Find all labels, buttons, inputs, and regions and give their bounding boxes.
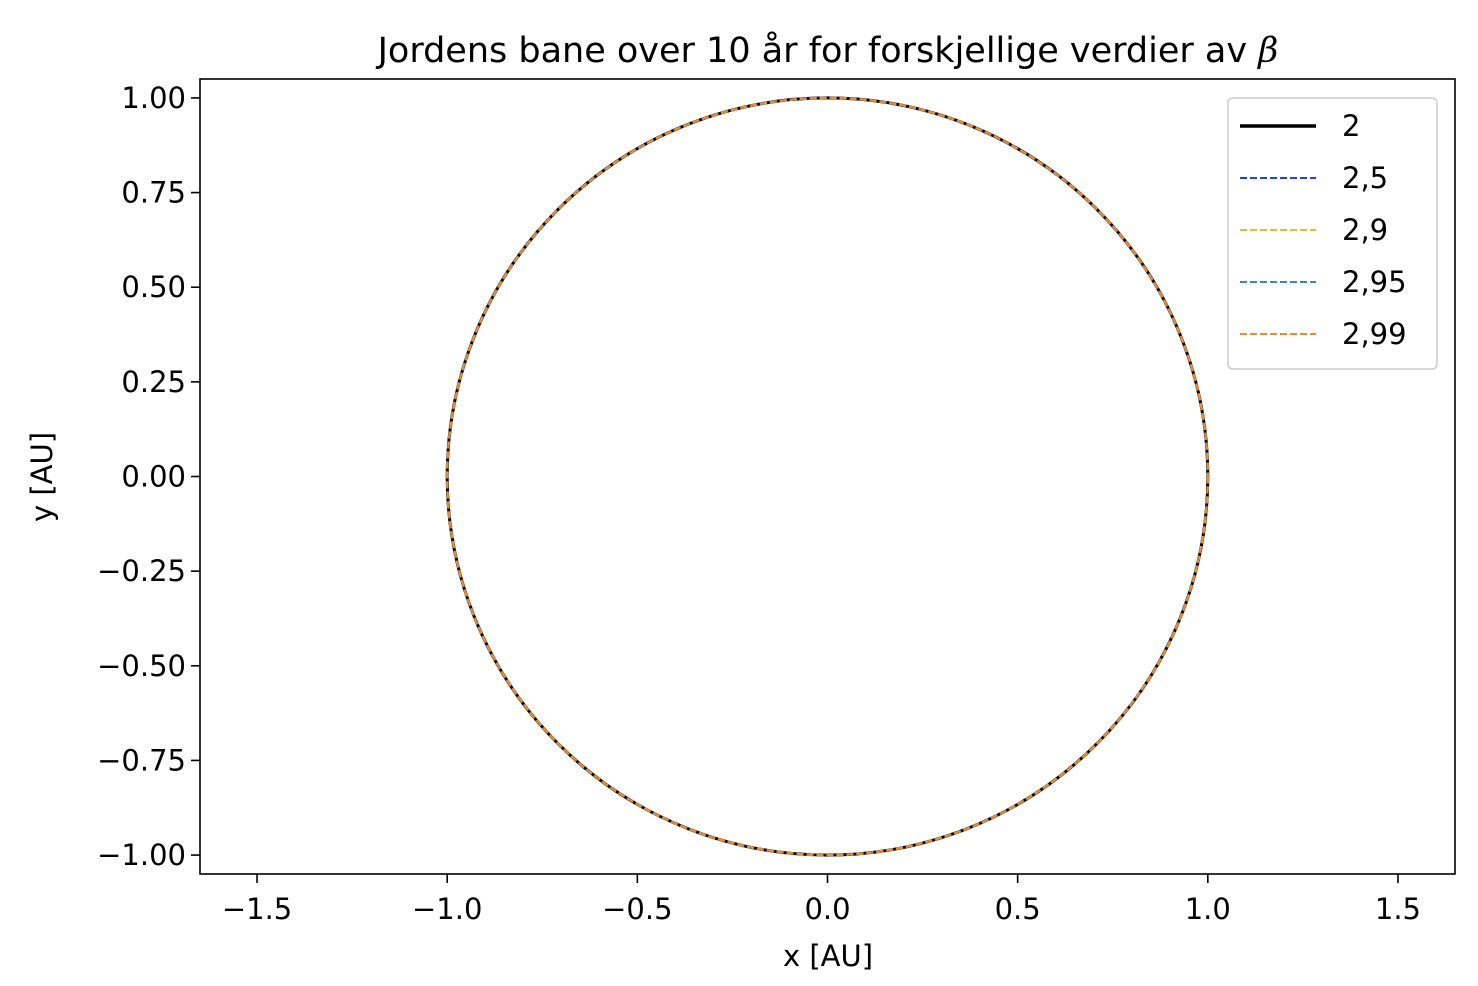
y-tick-label: 0.00	[121, 460, 186, 494]
y-tick-label: −0.50	[97, 649, 186, 683]
x-tick-label: −0.5	[602, 892, 672, 926]
y-axis-label: y [AU]	[25, 432, 59, 522]
legend: 2 2,5 2,9 2,95 2,99	[1227, 97, 1438, 370]
y-tick-label: 1.00	[121, 81, 186, 115]
x-tick-label: 1.5	[1375, 892, 1421, 926]
x-tick-label: −1.0	[412, 892, 482, 926]
x-tick-label: 1.0	[1185, 892, 1231, 926]
legend-label-3: 2,95	[1342, 265, 1407, 299]
y-tick-label: −0.75	[97, 743, 186, 777]
x-tick-label: −1.5	[222, 892, 292, 926]
legend-label-4: 2,99	[1342, 317, 1407, 351]
x-tick-label: 0.0	[804, 892, 850, 926]
legend-label-0: 2	[1342, 109, 1360, 143]
plot-area: −1.5 −1.0 −0.5 0.0 0.5 1.0 1.5 1.00 0.75 0.50 0.25…	[97, 78, 1456, 926]
legend-box	[1227, 97, 1438, 370]
y-tick-label: −1.00	[97, 838, 186, 872]
x-tick-label: 0.5	[995, 892, 1041, 926]
legend-label-2: 2,9	[1342, 213, 1388, 247]
y-tick-label: 0.25	[121, 365, 186, 399]
y-tick-label: −0.25	[97, 554, 186, 588]
legend-label-1: 2,5	[1342, 161, 1388, 195]
series-line-4	[446, 96, 1209, 857]
y-tick-label: 0.50	[121, 270, 186, 304]
chart-title: Jordens bane over 10 år for forskjellige…	[376, 30, 1279, 71]
y-tick-label: 0.75	[121, 176, 186, 210]
x-axis-label: x [AU]	[783, 939, 873, 973]
